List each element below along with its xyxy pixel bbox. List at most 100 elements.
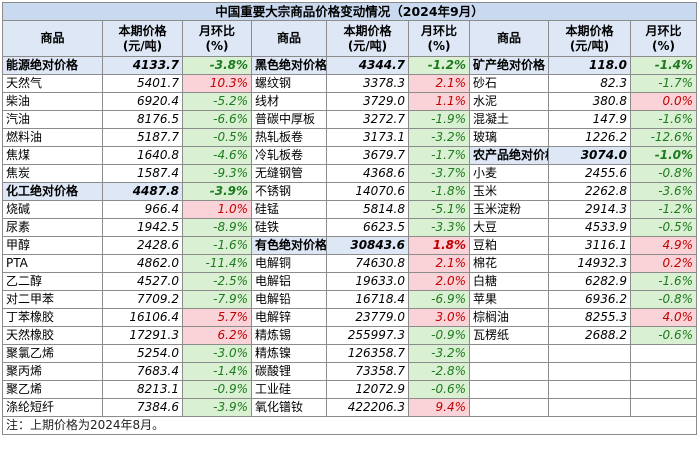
commodity-name: 大豆 [469,218,549,237]
commodity-name: 焦煤 [2,146,103,165]
commodity-price: 3272.7 [326,110,409,129]
commodity-name: 棕榈油 [469,308,549,327]
header-mom: 月环比 (%) [629,20,698,57]
table-row: 燃料油 5187.7 -0.5% 热轧板卷 3173.1 -3.2% 玻璃 1226.2 -12… [2,128,698,147]
commodity-name: 苹果 [469,290,549,309]
empty-cell [629,344,698,363]
commodity-name: 螺纹钢 [251,74,327,93]
table-row: 聚乙烯 8213.1 -0.9% 工业硅 12072.9 -0.6% [2,380,698,399]
commodity-price: 966.4 [102,200,183,219]
commodity-price: 3173.1 [326,128,409,147]
commodity-price: 14932.3 [548,254,631,273]
commodity-name: 聚氯乙烯 [2,344,103,363]
commodity-price: 4344.7 [326,56,409,75]
header-commodity: 商品 [2,20,103,57]
commodity-name: 尿素 [2,218,103,237]
commodity-price: 4368.6 [326,164,409,183]
commodity-name: 农产品绝对价格 [469,146,549,165]
commodity-mom: -1.2% [408,56,470,75]
commodity-price: 1942.5 [102,218,183,237]
commodity-price: 6920.4 [102,92,183,111]
empty-cell [548,398,631,417]
table-row: 甲醇 2428.6 -1.6% 有色绝对价格 30843.6 1.8% 豆粕 3116.1 4.… [2,236,698,255]
header-mom: 月环比 (%) [408,20,470,57]
commodity-price: 19633.0 [326,272,409,291]
commodity-mom: -0.6% [629,326,698,345]
commodity-name: 不锈钢 [251,182,327,201]
commodity-price: 8213.1 [102,380,183,399]
commodity-name: 冷轧板卷 [251,146,327,165]
commodity-mom: 4.9% [629,236,698,255]
commodity-mom: 1.0% [182,200,252,219]
commodity-mom: -6.6% [182,110,252,129]
table-row: PTA 4862.0 -11.4% 电解铜 74630.8 2.1% 棉花 14932.3 0.… [2,254,698,273]
commodity-name: 能源绝对价格 [2,56,103,75]
commodity-price: 8176.5 [102,110,183,129]
empty-cell [469,362,549,381]
commodity-mom: -3.9% [182,182,252,201]
commodity-price: 74630.8 [326,254,409,273]
commodity-price: 14070.6 [326,182,409,201]
commodity-name: 玻璃 [469,128,549,147]
table-row: 烧碱 966.4 1.0% 硅锰 5814.8 -5.1% 玉米淀粉 2914.3 -1.2% [2,200,698,219]
table-row: 焦煤1640.8-4.6%冷轧板卷3679.7-1.7%农产品绝对价格3074.… [2,146,698,165]
commodity-mom: 1.1% [408,92,470,111]
empty-cell [629,362,698,381]
header-commodity: 商品 [469,20,549,57]
commodity-price: 7384.6 [102,398,183,417]
commodity-price: 2428.6 [102,236,183,255]
commodity-mom: -0.5% [182,128,252,147]
table-row: 丁苯橡胶 16106.4 5.7% 电解锌 23779.0 3.0% 棕榈油 8255.3 4.… [2,308,698,327]
commodity-name: PTA [2,254,103,273]
empty-cell [629,380,698,399]
commodity-price: 5187.7 [102,128,183,147]
table-note: 注：上期价格为2024年8月。 [1,416,698,435]
commodity-mom: -0.6% [408,380,470,399]
commodity-price: 380.8 [548,92,631,111]
commodity-mom: 2.0% [408,272,470,291]
empty-cell [469,344,549,363]
commodity-mom: -8.9% [182,218,252,237]
commodity-mom: -3.0% [182,344,252,363]
commodity-price: 7709.2 [102,290,183,309]
commodity-name: 有色绝对价格 [251,236,327,255]
commodity-price: 16718.4 [326,290,409,309]
header-price: 本期价格 (元/吨) [102,20,183,57]
commodity-price: 4527.0 [102,272,183,291]
commodity-price-table: 中国重要大宗商品价格变动情况（2024年9月） 商品 本期价格 (元/吨) 月环比… [1,2,698,435]
commodity-name: 棉花 [469,254,549,273]
empty-cell [548,344,631,363]
commodity-name: 氧化镨钕 [251,398,327,417]
commodity-price: 147.9 [548,110,631,129]
commodity-name: 硅铁 [251,218,327,237]
commodity-name: 玉米 [469,182,549,201]
commodity-price: 3116.1 [548,236,631,255]
commodity-name: 聚丙烯 [2,362,103,381]
commodity-mom: 9.4% [408,398,470,417]
commodity-mom: -2.5% [182,272,252,291]
empty-cell [629,398,698,417]
commodity-mom: -3.2% [408,128,470,147]
commodity-name: 精炼锡 [251,326,327,345]
commodity-mom: -1.2% [629,200,698,219]
commodity-name: 硅锰 [251,200,327,219]
commodity-name: 白糖 [469,272,549,291]
commodity-price: 12072.9 [326,380,409,399]
commodity-name: 天然橡胶 [2,326,103,345]
commodity-price: 3729.0 [326,92,409,111]
commodity-price: 2262.8 [548,182,631,201]
commodity-name: 水泥 [469,92,549,111]
commodity-price: 422206.3 [326,398,409,417]
commodity-price: 2455.6 [548,164,631,183]
commodity-price: 6623.5 [326,218,409,237]
commodity-price: 126358.7 [326,344,409,363]
commodity-name: 矿产绝对价格 [469,56,549,75]
commodity-name: 豆粕 [469,236,549,255]
commodity-mom: -9.3% [182,164,252,183]
commodity-name: 乙二醇 [2,272,103,291]
commodity-name: 烧碱 [2,200,103,219]
commodity-name: 电解铝 [251,272,327,291]
commodity-price: 2914.3 [548,200,631,219]
commodity-mom: 3.0% [408,308,470,327]
commodity-mom: -1.8% [408,182,470,201]
